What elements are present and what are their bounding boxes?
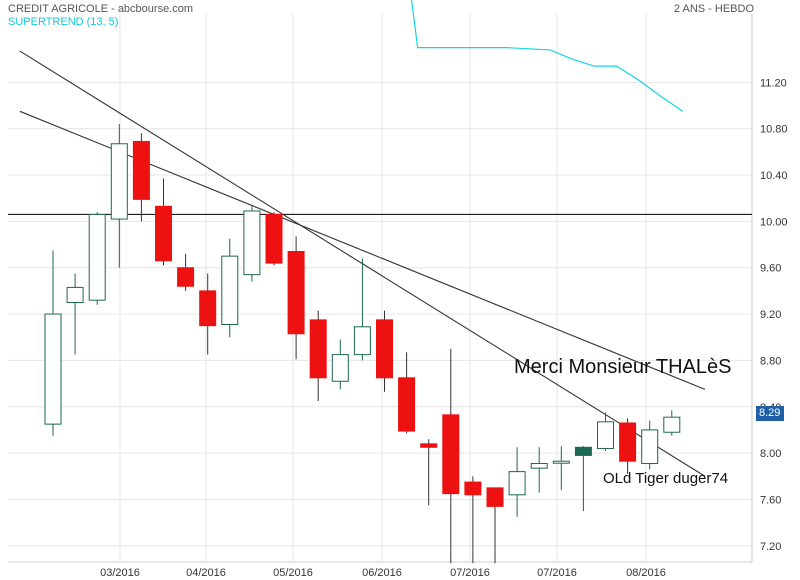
candle-body	[353, 326, 371, 356]
candle-body	[420, 443, 438, 448]
candle-body	[309, 319, 327, 379]
candle	[221, 238, 239, 338]
chart-title: CREDIT AGRICOLE - abcbourse.com	[8, 3, 194, 15]
candle	[619, 418, 637, 474]
y-tick-label: 9.20	[760, 309, 781, 321]
y-tick-label: 11.20	[760, 77, 787, 89]
y-tick-label: 10.80	[760, 124, 788, 136]
candle	[420, 439, 438, 506]
candle	[132, 133, 150, 222]
candle	[641, 420, 659, 470]
candle	[66, 273, 84, 355]
candle-body	[641, 429, 659, 465]
y-tick-label: 8.80	[760, 355, 781, 367]
candle	[353, 258, 371, 361]
candle-body	[464, 481, 482, 496]
candle	[376, 310, 393, 392]
y-tick-label: 9.60	[760, 263, 781, 275]
candle	[155, 178, 172, 266]
candle	[508, 447, 526, 517]
x-tick-label: 07/2016	[537, 567, 577, 579]
candle-body	[44, 313, 62, 425]
y-tick-label: 10.00	[760, 216, 788, 228]
candle	[486, 487, 504, 564]
last-price-badge: 8.29	[756, 406, 784, 421]
candle-body	[574, 446, 592, 456]
supertrend-legend: SUPERTREND (13, 5)	[8, 16, 119, 28]
x-tick-label: 04/2016	[186, 567, 226, 579]
x-tick-label: 06/2016	[362, 567, 402, 579]
candle	[88, 212, 106, 305]
candle-body	[486, 487, 504, 507]
candle	[464, 476, 482, 564]
annotation-signature: OLd Tiger duger74	[603, 470, 729, 487]
candle	[663, 410, 681, 436]
candle	[265, 212, 283, 266]
candle-body	[376, 319, 393, 379]
x-tick-label: 07/2016	[450, 567, 490, 579]
y-tick-label: 7.20	[760, 541, 781, 553]
candle-body	[221, 255, 239, 325]
candle	[287, 236, 305, 360]
candle	[442, 348, 460, 564]
candle-body	[597, 421, 614, 449]
supertrend-path	[410, 0, 684, 112]
candle	[309, 310, 327, 401]
candle-body	[155, 205, 172, 262]
candle	[530, 447, 548, 493]
candle	[44, 250, 62, 436]
candle	[177, 253, 195, 291]
annotation-merci: Merci Monsieur THALèS	[514, 356, 732, 378]
candle-body	[552, 460, 570, 464]
candle-body	[243, 210, 261, 276]
y-tick-label: 8.00	[760, 448, 781, 460]
candle	[110, 124, 128, 268]
candle-body	[66, 286, 84, 303]
candle	[331, 339, 349, 390]
candle	[552, 446, 570, 491]
candle	[243, 206, 261, 282]
period-label: 2 ANS - HEBDO	[673, 3, 754, 15]
candle-body	[331, 354, 349, 382]
candle	[597, 412, 614, 451]
price-axis: 11.2010.8010.4010.009.609.208.808.408.00…	[100, 77, 787, 579]
candle-body	[199, 290, 217, 327]
candle-body	[508, 471, 526, 496]
candle-body	[177, 267, 195, 287]
candle-body	[88, 213, 106, 301]
candle-body	[287, 251, 305, 335]
candle-body	[442, 414, 460, 495]
supertrend-line	[410, 0, 684, 112]
candles	[44, 124, 681, 564]
candle	[199, 273, 217, 355]
x-tick-label: 03/2016	[100, 567, 140, 579]
candle-body	[530, 463, 548, 469]
candle	[398, 352, 416, 434]
y-tick-label: 10.40	[760, 170, 788, 182]
candle-body	[663, 416, 681, 433]
x-tick-label: 05/2016	[273, 567, 313, 579]
candle-body	[398, 377, 416, 432]
y-tick-label: 7.60	[760, 494, 781, 506]
candle-body	[110, 143, 128, 220]
candle	[574, 446, 592, 512]
candle-body	[265, 213, 283, 264]
x-tick-label: 08/2016	[626, 567, 666, 579]
candle-body	[619, 422, 637, 462]
candle-body	[132, 140, 150, 200]
